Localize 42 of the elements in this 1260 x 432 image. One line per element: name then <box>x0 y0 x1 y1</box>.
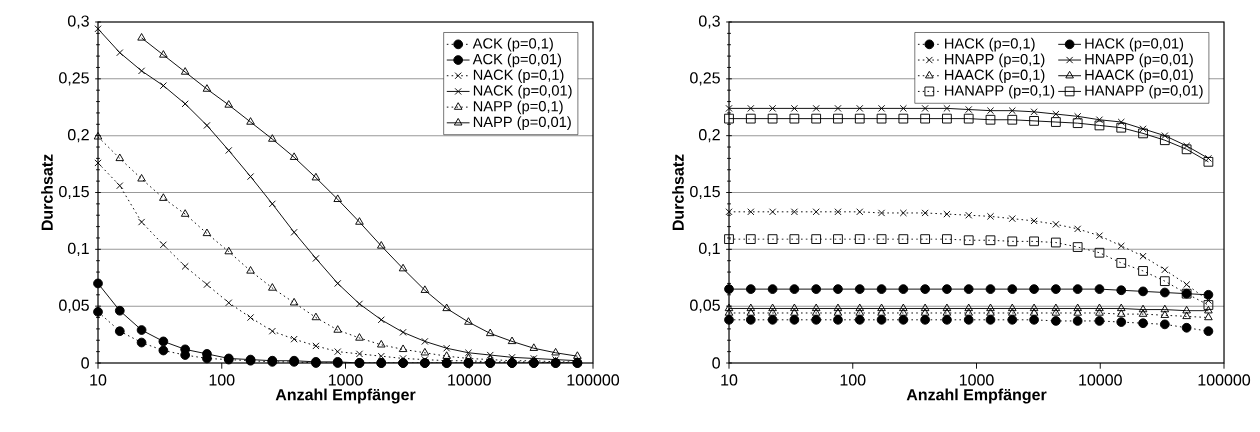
legend-label: HACK (p=0,1) <box>945 37 1035 52</box>
y-tick-label: 0,3 <box>67 15 89 29</box>
legend-label: NACK (p=0,1) <box>473 69 564 83</box>
legend-label: ACK (p=0,1) <box>472 37 553 52</box>
x-axis-title: Anzahl Empfänger <box>275 388 416 404</box>
legend-label: ACK (p=0,01) <box>472 53 562 68</box>
y-tick-label: 0,25 <box>59 72 89 86</box>
y-axis-title: Durchsatz <box>41 154 53 231</box>
legend-label: NAPP (p=0,01) <box>473 116 571 130</box>
y-tick-label: 0 <box>712 357 720 369</box>
legend-label: HAACK (p=0,1) <box>945 69 1045 83</box>
y-tick-label: 0,1 <box>698 242 720 256</box>
y-tick-label: 0,05 <box>59 299 89 313</box>
legend-label: HNAPP (p=0,1) <box>945 53 1045 68</box>
y-tick-label: 0,1 <box>67 242 89 256</box>
x-axis-title: Anzahl Empfänger <box>906 388 1047 404</box>
x-tick-label: 10000 <box>448 374 491 386</box>
x-tick-label: 1000 <box>328 374 363 386</box>
x-tick-label: 100000 <box>567 374 620 386</box>
legend-label: NAPP (p=0,1) <box>473 100 563 115</box>
y-tick-label: 0,15 <box>690 185 720 200</box>
legend-label: HACK (p=0,01) <box>1085 37 1184 52</box>
legend-label: HNAPP (p=0,01) <box>1085 53 1193 68</box>
y-tick-label: 0 <box>81 357 89 369</box>
legend-label: HANAPP (p=0,01) <box>1085 84 1203 99</box>
x-tick-label: 10 <box>721 374 738 386</box>
x-tick-label: 100 <box>840 374 866 386</box>
y-tick-label: 0,3 <box>698 15 720 29</box>
x-tick-label: 10000 <box>1079 374 1122 386</box>
x-tick-label: 10 <box>90 374 107 386</box>
legend-label: NACK (p=0,01) <box>473 84 572 99</box>
y-tick-label: 0,2 <box>67 129 89 143</box>
y-axis-title: Durchsatz <box>672 154 684 231</box>
y-tick-label: 0,05 <box>690 299 720 313</box>
x-tick-label: 1000 <box>959 374 994 386</box>
legend-label: HANAPP (p=0,1) <box>945 84 1055 99</box>
legend-label: HAACK (p=0,01) <box>1085 69 1193 83</box>
x-tick-label: 100 <box>209 374 235 386</box>
x-tick-label: 100000 <box>1198 374 1251 386</box>
y-tick-label: 0,25 <box>690 72 720 86</box>
y-tick-label: 0,2 <box>698 129 720 143</box>
y-tick-label: 0,15 <box>59 185 89 200</box>
